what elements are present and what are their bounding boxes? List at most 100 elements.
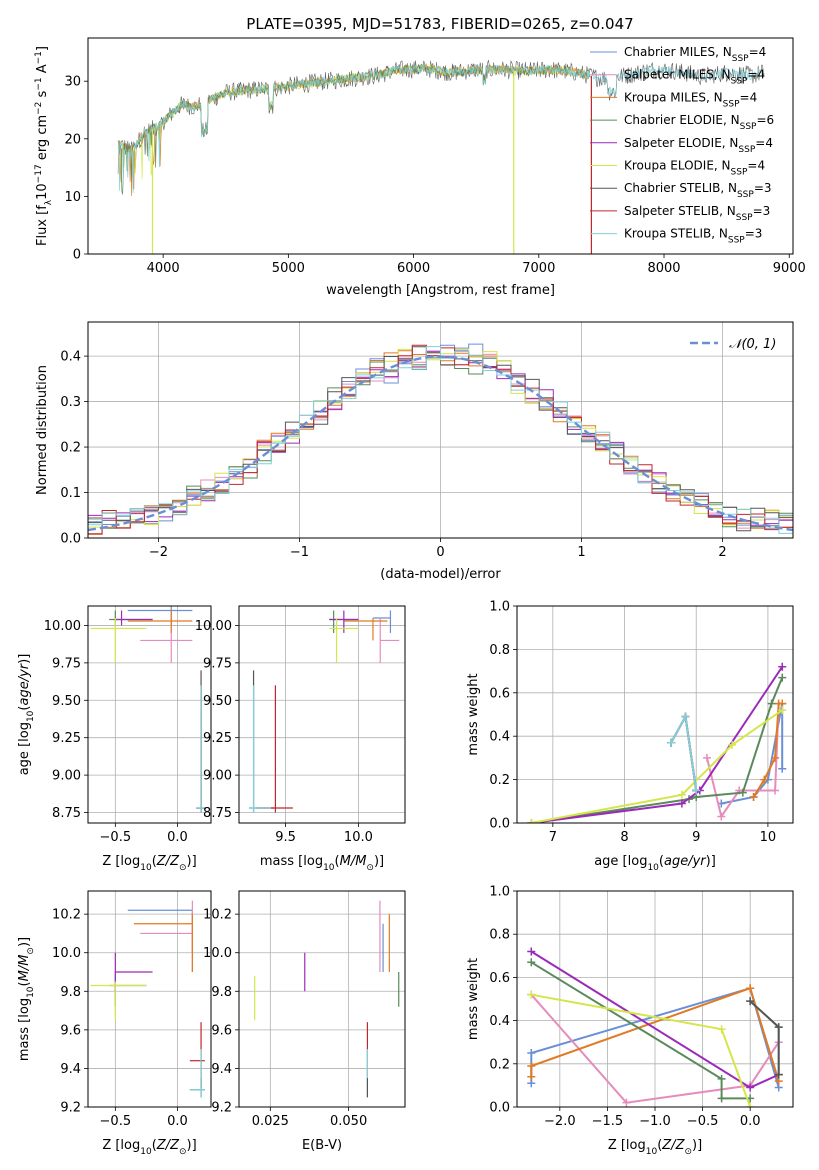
x-tick-label: 9 bbox=[692, 830, 700, 845]
weight-vs-age-xlabel-part: age [log bbox=[594, 854, 647, 869]
weight-vs-age-xlabel-part: age/yr bbox=[664, 854, 707, 869]
spectrum-ylabel-part: −17 bbox=[34, 164, 44, 183]
weight-line-chabrier-elodie bbox=[531, 677, 784, 823]
x-tick-label: 8 bbox=[620, 830, 628, 845]
legend-label-part: SSP bbox=[737, 190, 754, 200]
legend-label-part: SSP bbox=[731, 77, 748, 87]
legend-label: Kroupa STELIB, NSSP=3 bbox=[624, 227, 762, 246]
legend-label-part: SSP bbox=[728, 236, 745, 246]
weight-vs-Z-ylabel: mass weight bbox=[466, 958, 481, 1040]
weight-line-chabrier-miles bbox=[721, 703, 784, 805]
spectrum-ylabel: Flux [fλ10−17 erg cm−2 s−1 A−1] bbox=[34, 46, 54, 246]
age-vs-Z-ylabel-part: ( bbox=[17, 706, 32, 711]
y-tick-label: 9.50 bbox=[203, 694, 232, 709]
legend-label-part: =4 bbox=[755, 136, 773, 150]
axes-frame bbox=[87, 605, 212, 824]
spectrum-ylabel-part: Flux [f bbox=[35, 205, 50, 246]
y-tick-label: 0.2 bbox=[489, 773, 510, 788]
mass-vs-Z-ylabel-part: ( bbox=[17, 981, 32, 986]
axes-frame bbox=[87, 890, 212, 1108]
y-tick-label: 9.6 bbox=[211, 1023, 232, 1038]
age-vs-Z-ylabel-part: )] bbox=[17, 654, 32, 664]
weight-vs-age-xlabel-part: 10 bbox=[647, 863, 659, 873]
legend-label-part: Salpeter MILES, N bbox=[624, 68, 731, 82]
weight-marker bbox=[527, 958, 536, 967]
weight-line-chabrier-elodie bbox=[530, 961, 751, 1100]
weight-marker bbox=[527, 819, 536, 823]
y-tick-label: 9.00 bbox=[203, 769, 232, 784]
weight-marker bbox=[717, 1074, 726, 1083]
mass-vs-Z-ylabel-part: )] bbox=[17, 937, 32, 947]
weight-marker bbox=[778, 673, 787, 682]
y-tick-label: 0.8 bbox=[489, 928, 510, 943]
mass-vs-Z-ylabel-part: ⊙ bbox=[26, 947, 36, 955]
y-tick-label: 1.0 bbox=[489, 885, 510, 900]
age-vs-Z-ylabel: age [log10(age/yr)] bbox=[17, 654, 36, 776]
legend-label-part: Kroupa ELODIE, N bbox=[624, 159, 731, 173]
y-tick-label: 9.50 bbox=[52, 694, 81, 709]
y-tick-label: 0.1 bbox=[60, 486, 81, 501]
age-vs-mass-xlabel: mass [log10(M/M⊙)] bbox=[260, 854, 384, 873]
age-vs-mass-xlabel-part: mass [log bbox=[260, 854, 323, 869]
y-tick-label: 9.25 bbox=[203, 731, 232, 746]
weight-vs-age-xlabel-part: ( bbox=[659, 854, 664, 869]
mass-vs-Z-xlabel: Z [log10(Z/Z⊙)] bbox=[102, 1138, 196, 1157]
spectrum-line-kroupa-elodie bbox=[117, 64, 589, 180]
y-tick-label: 9.75 bbox=[52, 656, 81, 671]
y-tick-label: 9.00 bbox=[52, 769, 81, 784]
plot-area-spectrum bbox=[117, 59, 765, 254]
spectrum-xlabel-part: wavelength [Angstrom, rest frame] bbox=[326, 283, 555, 298]
x-tick-label: 5000 bbox=[272, 261, 305, 276]
x-tick-label: −2 bbox=[149, 545, 168, 560]
age-vs-mass-xlabel-part: 10 bbox=[323, 863, 335, 873]
panel-residuals: −2 −1 0 1 2 0.0 0.1 0.2 0.3 0.4 𝒩(0, 1) (data-model… bbox=[35, 321, 794, 582]
panel-mass-vs-Z: −0.5 0.09.29.49.69.810.010.2Z [log10(Z/Z⊙… bbox=[17, 890, 212, 1157]
age-vs-Z-xlabel-part: Z/Z bbox=[156, 854, 180, 869]
legend-label-part: SSP bbox=[740, 122, 757, 132]
weight-line-kroupa-miles bbox=[530, 986, 780, 1082]
weight-marker bbox=[778, 706, 787, 715]
x-tick-label: 0.0 bbox=[167, 1114, 188, 1129]
age-vs-mass-xlabel-part: )] bbox=[374, 854, 384, 869]
legend-label: 𝒩(0, 1) bbox=[729, 337, 776, 352]
y-tick-label: 0.8 bbox=[489, 643, 510, 658]
spectrum-ylabel-part: s bbox=[35, 90, 50, 101]
age-vs-Z-xlabel-part: Z [log bbox=[102, 854, 140, 869]
legend-label-part: =3 bbox=[753, 204, 771, 218]
spectrum-xlabel: wavelength [Angstrom, rest frame] bbox=[326, 283, 555, 298]
y-tick-label: 1.0 bbox=[489, 600, 510, 615]
weight-marker bbox=[771, 786, 780, 795]
spectrum-ylabel-part: −1 bbox=[34, 77, 44, 90]
legend-label-part: Kroupa STELIB, N bbox=[624, 227, 728, 241]
weight-marker bbox=[527, 947, 536, 956]
weight-marker bbox=[527, 1049, 536, 1057]
x-tick-label: −0.5 bbox=[100, 830, 132, 845]
spectrum-ylabel-part: −2 bbox=[34, 102, 44, 115]
x-tick-label: 4000 bbox=[147, 261, 180, 276]
weight-marker bbox=[667, 738, 676, 747]
y-tick-label: 0.3 bbox=[60, 395, 81, 410]
y-tick-label: 10.2 bbox=[52, 908, 81, 923]
mass-vs-ebv-xlabel-part: E(B-V) bbox=[302, 1138, 342, 1153]
weight-vs-Z-xlabel: Z [log10(Z/Z⊙)] bbox=[608, 1138, 702, 1157]
weight-marker bbox=[681, 712, 690, 721]
axes-frame bbox=[238, 605, 406, 824]
x-tick-label: −1.5 bbox=[592, 1114, 624, 1129]
legend-label-part: Chabrier STELIB, N bbox=[624, 181, 737, 195]
weight-line-salpeter-elodie bbox=[531, 666, 784, 823]
weight-vs-Z-ylabel-part: mass weight bbox=[466, 958, 481, 1040]
weight-marker bbox=[527, 1061, 536, 1070]
weight-marker bbox=[702, 753, 711, 762]
plot-area-mass-vs-Z bbox=[90, 900, 205, 1098]
legend-label: Kroupa MILES, NSSP=4 bbox=[624, 90, 757, 109]
weight-vs-Z-xlabel-part: ( bbox=[657, 1138, 662, 1153]
age-vs-Z-xlabel-part: ⊙ bbox=[179, 863, 187, 873]
axes-frame bbox=[516, 890, 794, 1108]
plot-area-weight-vs-age bbox=[527, 662, 787, 823]
legend-label: Salpeter STELIB, NSSP=3 bbox=[624, 204, 770, 223]
axes-frame bbox=[238, 890, 406, 1108]
weight-marker bbox=[749, 792, 758, 801]
y-tick-label: 0.2 bbox=[489, 1057, 510, 1072]
age-vs-Z-xlabel: Z [log10(Z/Z⊙)] bbox=[102, 854, 196, 873]
